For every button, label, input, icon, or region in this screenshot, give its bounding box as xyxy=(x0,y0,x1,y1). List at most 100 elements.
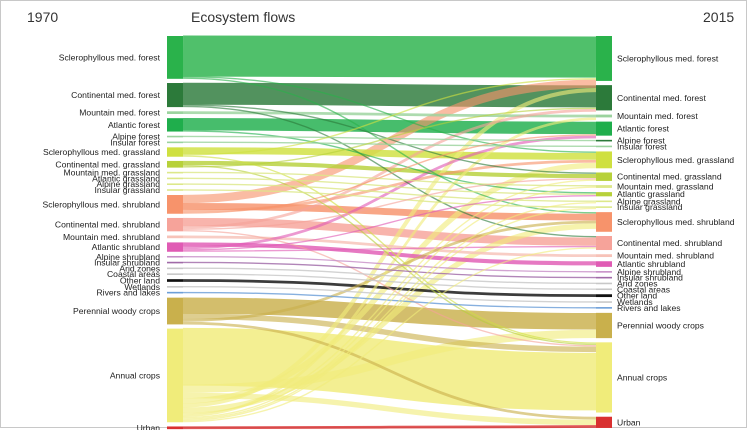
right-label-alpine-grassland: Alpine grassland xyxy=(617,196,681,206)
right-label-atlantic-grassland: Atlantic grassland xyxy=(617,189,685,199)
flow-sclerophyllous-med-forest-to-sclerophyllous-med-grassland xyxy=(182,76,597,153)
diagram-title: Ecosystem flows xyxy=(191,9,296,25)
flow-annual-crops-to-urban xyxy=(182,392,597,426)
flow-alpine-grassland-to-alpine-grassland xyxy=(182,183,597,202)
right-label-mountain-med-grassland: Mountain med. grassland xyxy=(617,182,714,192)
flow-sclerophyllous-med-shrubland-to-atlantic-forest xyxy=(182,134,597,214)
right-label-sclerophyllous-med-grassland: Sclerophyllous med. grassland xyxy=(617,155,734,165)
right-node-mountain-med-forest xyxy=(596,114,612,118)
right-node-sclerophyllous-med-shrubland xyxy=(596,212,612,232)
flow-continental-med-forest-to-continental-med-forest xyxy=(182,82,597,108)
left-label-alpine-grassland: Alpine grassland xyxy=(96,179,160,189)
left-label-sclerophyllous-med-forest: Sclerophyllous med. forest xyxy=(59,52,161,62)
right-node-annual-crops xyxy=(596,342,612,413)
left-label-wetlands: Wetlands xyxy=(124,282,160,292)
left-label-insular-grassland: Insular grassland xyxy=(95,185,161,195)
left-label-annual-crops: Annual crops xyxy=(110,370,160,380)
right-label-atlantic-shrubland: Atlantic shrubland xyxy=(617,259,686,269)
right-node-alpine-shrubland xyxy=(596,271,612,273)
right-label-atlantic-forest: Atlantic forest xyxy=(617,124,670,134)
left-node-sclerophyllous-med-shrubland xyxy=(167,195,183,214)
left-node-arid-zones xyxy=(167,267,183,270)
right-label-insular-shrubland: Insular shrubland xyxy=(617,273,683,283)
left-node-continental-med-grassland xyxy=(167,160,183,168)
left-node-insular-shrubland xyxy=(167,261,183,264)
flow-continental-med-shrubland-to-continental-med-forest xyxy=(182,109,597,229)
right-node-bars xyxy=(596,36,612,428)
flow-annual-crops-to-alpine-grassland xyxy=(182,201,597,420)
flow-mountain-med-grassland-to-mountain-med-grassland xyxy=(182,171,597,187)
right-node-mountain-med-grassland xyxy=(596,185,612,188)
right-node-atlantic-grassland xyxy=(596,192,612,197)
right-node-perennial-woody-crops xyxy=(596,312,612,339)
left-node-sclerophyllous-med-forest xyxy=(167,36,183,79)
left-node-annual-crops xyxy=(167,328,183,423)
flow-annual-crops-to-continental-med-grassland xyxy=(182,179,597,415)
flow-mountain-med-shrubland-to-mountain-med-shrubland xyxy=(182,235,597,258)
right-node-coastal-areas xyxy=(596,288,612,291)
flow-annual-crops-to-sclerophyllous-med-forest xyxy=(182,87,597,408)
flow-atlantic-forest-to-atlantic-grassland xyxy=(182,130,597,194)
left-node-rivers-and-lakes xyxy=(167,291,183,294)
left-node-labels: Sclerophyllous med. forest Continental me… xyxy=(42,52,161,432)
right-label-wetlands: Wetlands xyxy=(617,297,653,307)
year-1970-label: 1970 xyxy=(27,9,59,25)
flow-perennial-woody-crops-to-urban xyxy=(182,321,597,420)
right-node-atlantic-forest xyxy=(596,121,612,136)
left-label-urban: Urban xyxy=(137,423,161,430)
flow-atlantic-forest-to-atlantic-forest xyxy=(182,118,597,135)
left-label-insular-forest: Insular forest xyxy=(110,137,160,147)
flow-sclerophyllous-med-forest-to-sclerophyllous-med-forest xyxy=(182,35,597,78)
right-label-sclerophyllous-med-shrubland: Sclerophyllous med. shrubland xyxy=(617,217,735,227)
left-node-continental-med-forest xyxy=(167,83,183,108)
right-label-mountain-med-shrubland: Mountain med. shrubland xyxy=(617,251,714,261)
left-label-continental-med-shrubland: Continental med. shrubland xyxy=(55,220,160,230)
flow-perennial-woody-crops-to-annual-crops xyxy=(182,313,597,353)
right-node-alpine-grassland xyxy=(596,200,612,203)
right-label-urban: Urban xyxy=(617,417,641,427)
left-node-continental-med-shrubland xyxy=(167,217,183,232)
left-label-atlantic-shrubland: Atlantic shrubland xyxy=(92,242,161,252)
left-node-mountain-med-forest xyxy=(167,111,183,114)
left-node-insular-forest xyxy=(167,141,183,144)
left-label-coastal-areas: Coastal areas xyxy=(107,269,160,279)
flow-continental-med-shrubland-to-annual-crops xyxy=(182,229,597,347)
left-node-wetlands xyxy=(167,286,183,288)
right-label-sclerophyllous-med-forest: Sclerophyllous med. forest xyxy=(617,53,719,63)
flow-urban-to-urban xyxy=(182,425,597,430)
flow-sclerophyllous-med-grassland-to-annual-crops xyxy=(182,155,597,344)
right-node-insular-grassland xyxy=(596,206,612,208)
flow-insular-grassland-to-insular-grassland xyxy=(182,189,597,208)
year-2015-label: 2015 xyxy=(703,9,735,25)
right-node-continental-med-shrubland xyxy=(596,235,612,251)
right-node-atlantic-shrubland xyxy=(596,261,612,267)
right-node-continental-med-forest xyxy=(596,85,612,111)
left-node-urban xyxy=(167,426,183,430)
flow-rivers-and-lakes-to-rivers-and-lakes xyxy=(182,291,597,309)
right-node-insular-forest xyxy=(596,145,612,148)
flow-annual-crops-to-mountain-med-grassland xyxy=(182,186,597,419)
right-label-alpine-shrubland: Alpine shrubland xyxy=(617,267,681,277)
right-label-other-land: Other land xyxy=(617,291,657,301)
flow-continental-med-shrubland-to-continental-med-grassland xyxy=(182,178,597,231)
right-node-sclerophyllous-med-grassland xyxy=(596,151,612,169)
left-label-other-land: Other land xyxy=(120,276,160,286)
right-node-alpine-forest xyxy=(596,139,612,142)
right-node-rivers-and-lakes xyxy=(596,307,612,309)
flow-perennial-woody-crops-to-sclerophyllous-med-shrubland xyxy=(182,220,597,322)
flow-continental-med-forest-to-continental-med-shrubland xyxy=(182,105,597,238)
left-label-insular-shrubland: Insular shrubland xyxy=(94,258,160,268)
flow-alpine-shrubland-to-alpine-shrubland xyxy=(182,255,597,273)
left-node-atlantic-grassland xyxy=(167,177,183,180)
right-node-mountain-med-shrubland xyxy=(596,254,612,258)
left-label-rivers-and-lakes: Rivers and lakes xyxy=(96,288,160,298)
flow-continental-med-grassland-to-annual-crops xyxy=(182,164,597,346)
left-label-mountain-med-shrubland: Mountain med. shrubland xyxy=(63,232,160,242)
left-node-other-land xyxy=(167,279,183,282)
left-node-alpine-shrubland xyxy=(167,255,183,258)
flow-alpine-forest-to-alpine-forest xyxy=(182,135,597,142)
left-node-atlantic-shrubland xyxy=(167,242,183,252)
right-node-labels: Sclerophyllous med. forest Continental me… xyxy=(617,53,735,427)
flow-atlantic-grassland-to-atlantic-grassland xyxy=(182,177,597,195)
flow-arid-zones-to-arid-zones xyxy=(182,267,597,285)
